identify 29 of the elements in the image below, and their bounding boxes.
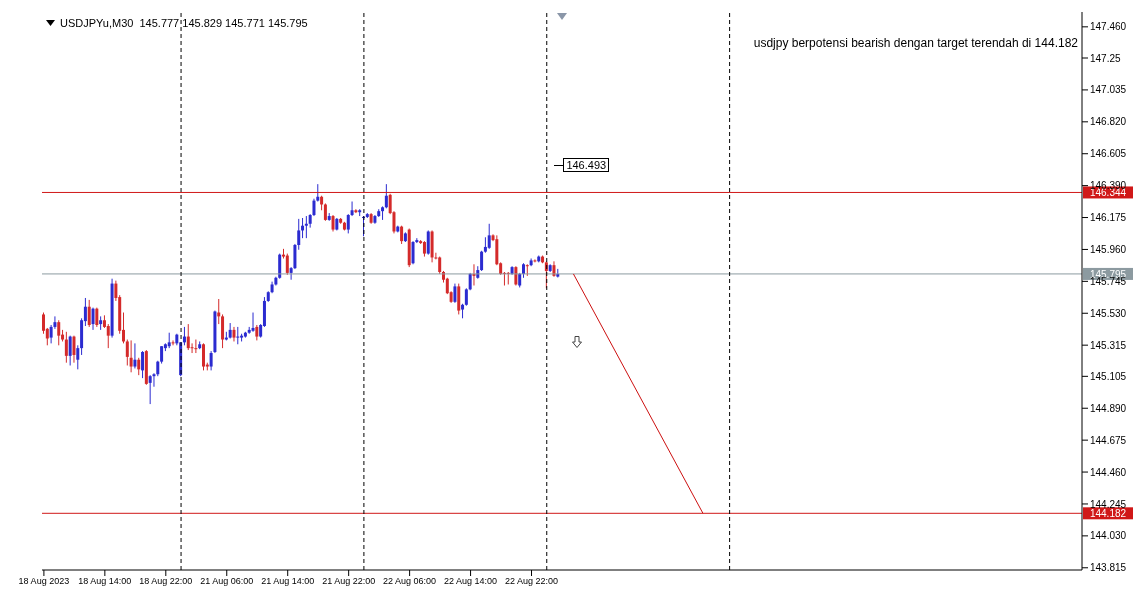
y-tick-label: 144.030 [1090,530,1127,542]
x-tick-label: 21 Aug 14:00 [261,576,315,587]
y-tick-label: 146.175 [1090,212,1127,224]
x-tick-label: 22 Aug 06:00 [383,576,437,587]
x-tick-label: 22 Aug 14:00 [444,576,498,587]
y-tick-label: 144.675 [1090,434,1127,446]
ref-line-label: 144.182 [1089,508,1127,520]
y-tick-label: 144.245 [1090,498,1127,510]
y-tick-label: 145.105 [1090,370,1127,382]
y-tick-label: 144.460 [1090,466,1127,478]
y-tick-label: 145.960 [1090,244,1127,255]
x-tick-label: 18 Aug 14:00 [78,576,132,587]
annotation: usdjpy berpotensi bearish dengan target terendah di 144.182 [753,36,1078,50]
y-tick-label: 147.035 [1090,84,1127,96]
x-tick-label: 22 Aug 22:00 [504,576,559,587]
annotation: 146.493 [563,158,610,173]
y-tick-label: 143.815 [1090,562,1127,574]
y-tick-label: 146.820 [1090,116,1127,128]
x-tick-label: 21 Aug 06:00 [200,576,254,587]
y-tick-label: 145.530 [1090,307,1127,319]
x-tick-label: 18 Aug 2023 [18,576,70,587]
chart-title: USDJPYu,M30 145.777 145.829 145.771 145.795 [60,17,308,29]
y-tick-label: 144.890 [1090,402,1127,414]
y-tick-label: 147.460 [1090,21,1127,33]
y-tick-label: 147.25 [1090,52,1122,64]
x-tick-label: 18 Aug 22:00 [139,576,193,587]
y-tick-label: 145.315 [1090,339,1127,351]
x-tick-label: 21 Aug 22:00 [322,576,376,587]
y-tick-label: 146.605 [1090,148,1127,160]
